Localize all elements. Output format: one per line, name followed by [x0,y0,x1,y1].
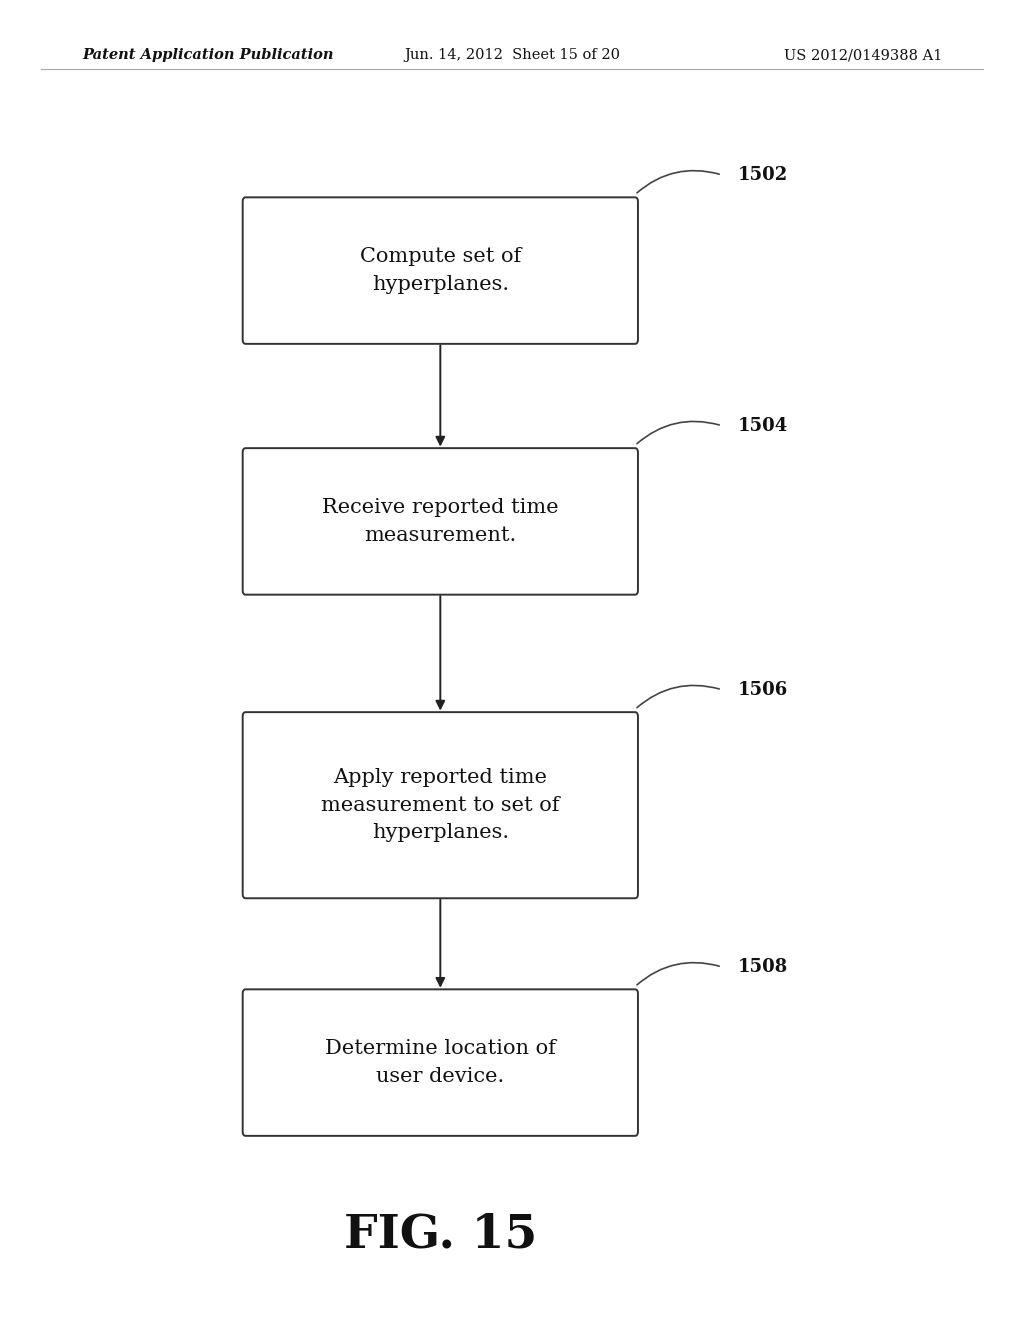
Text: 1504: 1504 [737,417,787,434]
Text: Patent Application Publication: Patent Application Publication [82,49,334,62]
Text: 1506: 1506 [737,681,787,698]
Text: 1508: 1508 [737,958,787,975]
Text: US 2012/0149388 A1: US 2012/0149388 A1 [783,49,942,62]
FancyBboxPatch shape [243,713,638,898]
FancyBboxPatch shape [243,449,638,594]
Text: Receive reported time
measurement.: Receive reported time measurement. [322,498,559,545]
FancyBboxPatch shape [243,990,638,1135]
Text: Determine location of
user device.: Determine location of user device. [325,1039,556,1086]
Text: 1502: 1502 [737,166,787,183]
Text: Compute set of
hyperplanes.: Compute set of hyperplanes. [359,247,521,294]
Text: Jun. 14, 2012  Sheet 15 of 20: Jun. 14, 2012 Sheet 15 of 20 [404,49,620,62]
FancyBboxPatch shape [243,197,638,343]
Text: FIG. 15: FIG. 15 [344,1212,537,1257]
Text: Apply reported time
measurement to set of
hyperplanes.: Apply reported time measurement to set o… [322,768,559,842]
